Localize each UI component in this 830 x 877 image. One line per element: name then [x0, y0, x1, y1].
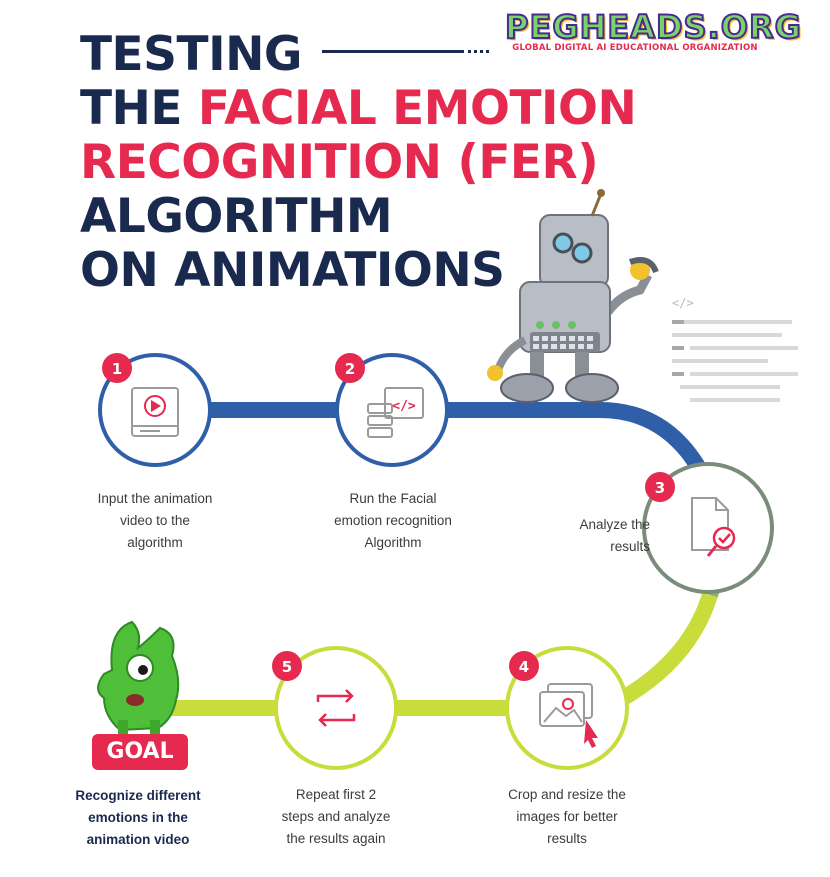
- title-line-4: ALGORITHM: [80, 189, 393, 244]
- step-number-3: 3: [655, 479, 665, 497]
- step-1-text: Input the animation video to the algorit…: [62, 488, 248, 554]
- title-line-5: ON ANIMATIONS: [80, 243, 505, 298]
- code-server-icon: [367, 387, 424, 438]
- step-3-text-line: Analyze the: [579, 517, 650, 532]
- step-4-text: Crop and resize the images for better re…: [474, 784, 660, 850]
- step-2-text-line: Run the Facial: [349, 491, 437, 506]
- brand-name: PEGHEADS.ORG: [504, 8, 802, 46]
- title-line-2: THE FACIAL EMOTION: [80, 81, 637, 136]
- step-5-text: Repeat first 2 steps and analyze the res…: [243, 784, 429, 850]
- code-badge: </>: [672, 296, 694, 310]
- step-1-text-line: algorithm: [127, 535, 183, 550]
- goal-text-line: Recognize different: [75, 788, 201, 803]
- step-1-text-line: Input the animation: [97, 491, 213, 506]
- step-node-1[interactable]: 1: [98, 353, 212, 467]
- step-1-text-line: video to the: [120, 513, 190, 528]
- step-5-text-line: steps and analyze: [281, 809, 391, 824]
- step-node-5[interactable]: 5: [272, 646, 398, 770]
- video-player-icon: [131, 387, 179, 437]
- step-4-text-line: Crop and resize the: [508, 787, 626, 802]
- step-2-text-line: Algorithm: [364, 535, 422, 550]
- process-path-blue: [155, 402, 707, 475]
- goal-text-line: emotions in the: [88, 810, 188, 825]
- step-2-text-line: emotion recognition: [334, 513, 452, 528]
- brand-logo[interactable]: PEGHEADS.ORG GLOBAL DIGITAL AI EDUCATION…: [504, 8, 802, 53]
- image-crop-icon: [539, 683, 593, 727]
- step-5-text-line: the results again: [286, 831, 386, 846]
- title-line-2-highlight: FACIAL EMOTION: [197, 81, 637, 136]
- code-glyph: </>: [392, 399, 416, 414]
- title-divider: [322, 50, 489, 53]
- monster-illustration: [97, 620, 180, 734]
- brand-tagline: GLOBAL DIGITAL AI EDUCATIONAL ORGANIZATI…: [512, 43, 758, 53]
- step-node-2[interactable]: </> 2: [335, 353, 449, 467]
- code-panel-decoration: </>: [672, 296, 798, 402]
- goal-text: Recognize different emotions in the anim…: [58, 785, 218, 851]
- title-line-3: RECOGNITION (FER): [80, 135, 599, 190]
- title-line-1: TESTING: [80, 27, 302, 82]
- repeat-arrows-icon: [316, 689, 356, 727]
- title-line-2-prefix: THE: [80, 81, 198, 136]
- goal-badge: GOAL: [92, 734, 188, 770]
- step-node-3[interactable]: 3: [642, 462, 774, 594]
- step-3-text: Analyze the results: [530, 514, 650, 558]
- step-number-2: 2: [345, 360, 355, 378]
- step-number-5: 5: [282, 658, 292, 676]
- step-3-text-line: results: [610, 539, 650, 554]
- step-4-text-line: images for better: [516, 809, 618, 824]
- robot-illustration: [487, 189, 659, 403]
- step-number-1: 1: [112, 360, 122, 378]
- step-2-text: Run the Facial emotion recognition Algor…: [300, 488, 486, 554]
- step-number-4: 4: [519, 658, 529, 676]
- step-4-text-line: results: [547, 831, 587, 846]
- page-title: TESTING THE FACIAL EMOTION RECOGNITION (…: [80, 27, 637, 298]
- step-5-text-line: Repeat first 2: [295, 787, 377, 802]
- goal-text-line: animation video: [86, 832, 190, 847]
- step-node-4[interactable]: 4: [505, 646, 629, 770]
